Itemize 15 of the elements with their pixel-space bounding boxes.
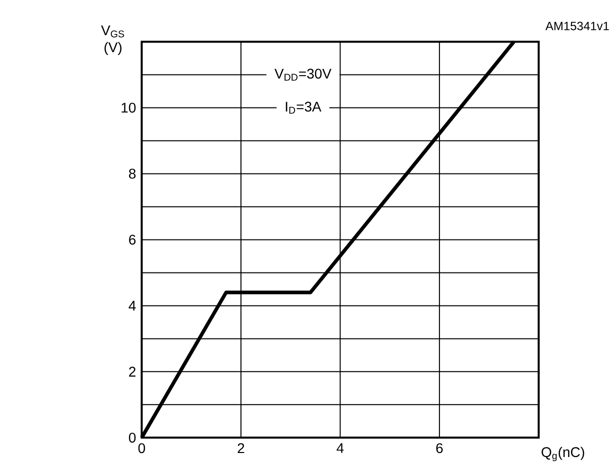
y-tick-label: 8 [129, 168, 136, 179]
x-axis-title: Q$_{g}$(nC) [542, 446, 584, 462]
y-tick-label: 4 [128, 300, 136, 311]
x-tick-label: 6 [436, 443, 443, 454]
x-tick-label: 0 [138, 443, 146, 454]
x-tick-label: 2 [238, 443, 244, 453]
annotation: V$_{DD}$=30V [274, 68, 332, 81]
y-tick-label: 6 [129, 234, 136, 245]
y-tick-label: 10 [122, 102, 136, 113]
annotation: I$_{D}$=3A [286, 102, 322, 114]
y-axis-title: V$_{GS}$ (V) [101, 26, 124, 56]
text: AM15341v1 [545, 22, 609, 30]
y-tick-label: 2 [129, 366, 136, 377]
x-tick-label: 4 [336, 443, 344, 453]
y-tick-label: 0 [128, 432, 136, 443]
